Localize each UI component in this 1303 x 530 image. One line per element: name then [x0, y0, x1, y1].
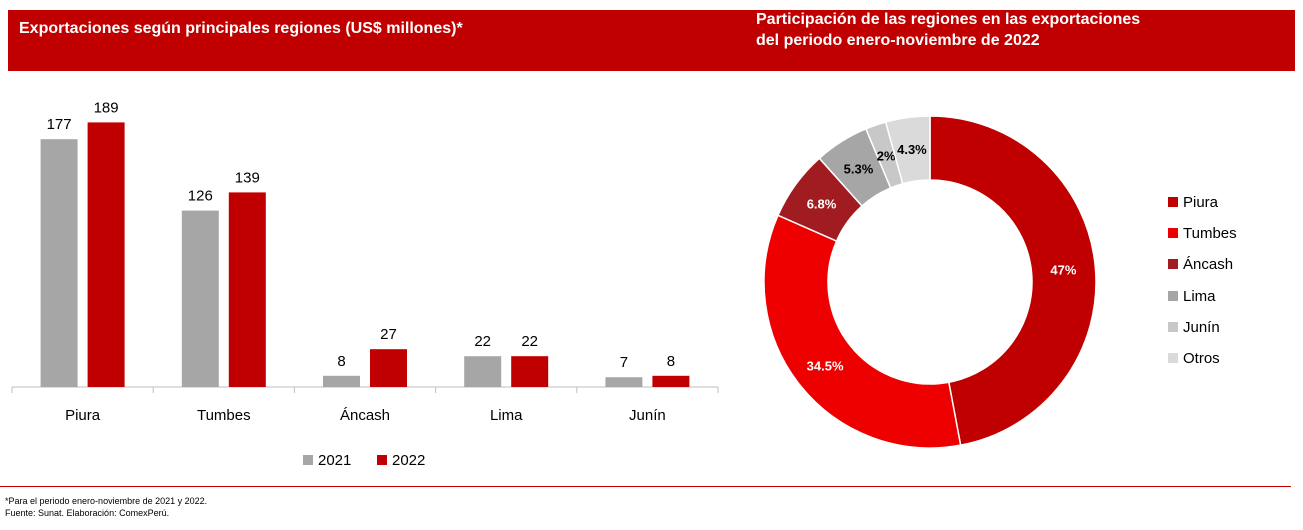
footer-divider	[0, 486, 1291, 487]
bar-lima-2022	[511, 356, 549, 387]
donut-label-junin: 2%	[877, 148, 896, 163]
donut-label-piura: 47%	[1050, 263, 1076, 278]
x-tick-label-ancash: Áncash	[340, 407, 390, 424]
donut-slice-piura	[929, 115, 1097, 447]
donut-chart-title: Participación de las regiones en las exp…	[756, 9, 1256, 51]
donut-legend-item-lima: Lima	[1168, 288, 1216, 305]
data-label-tumbes-2021: 126	[188, 188, 213, 205]
data-label-lima-2022: 22	[521, 333, 538, 350]
donut-label-otros: 4.3%	[897, 142, 927, 157]
donut-legend-label-piura: Piura	[1183, 194, 1219, 211]
donut-legend-item-otros: Otros	[1168, 350, 1220, 367]
x-tick-label-tumbes: Tumbes	[197, 407, 251, 424]
x-tick-label-junin: Junín	[629, 407, 666, 424]
donut-legend-swatch-lima	[1168, 290, 1178, 301]
bar-tumbes-2021	[181, 210, 219, 387]
donut-legend-swatch-otros	[1168, 353, 1178, 363]
bar-piura-2022	[87, 122, 125, 388]
bar-legend-2021: 2021	[303, 452, 351, 469]
donut-chart-title-line1: Participación de las regiones en las exp…	[756, 11, 1141, 28]
bar-ancash-2022	[370, 349, 407, 387]
donut-legend-label-lima: Lima	[1183, 287, 1216, 305]
data-label-piura-2022: 189	[94, 99, 119, 116]
bar-chart: 177 189 Piura 126 139 Tumbes 8 27 Áncash 22 22 Lima…	[11, 99, 719, 424]
donut-legend-label-tumbes: Tumbes	[1183, 225, 1237, 243]
bar-junin-2022	[652, 375, 690, 387]
bar-legend-label-2021: 2021	[318, 452, 352, 469]
donut-slice-otros	[884, 115, 931, 185]
data-label-piura-2021: 177	[47, 116, 72, 133]
donut-legend-swatch-tumbes	[1168, 228, 1178, 239]
donut-slice-tumbes	[763, 214, 962, 449]
donut-legend-item-junin: Junín	[1168, 319, 1220, 336]
data-label-lima-2021: 22	[474, 333, 491, 350]
data-label-tumbes-2022: 139	[235, 169, 260, 186]
donut-legend-label-junin: Junín	[1183, 318, 1220, 336]
bar-legend-label-2022: 2022	[392, 452, 426, 469]
bar-piura-2021	[40, 139, 78, 387]
donut-label-lima: 5.3%	[844, 162, 874, 177]
donut-chart: 47% 34.5% 6.8% 5.3%2% 4.3%	[763, 115, 1097, 449]
footnote-source: Fuente: Sunat. Elaboración: ComexPerú.	[5, 508, 170, 518]
x-tick-label-piura: Piura	[65, 407, 101, 424]
bar-chart-title: Exportaciones según principales regiones…	[19, 20, 463, 37]
donut-legend-item-tumbes: Tumbes	[1168, 225, 1237, 242]
donut-legend-swatch-junin	[1168, 321, 1178, 332]
data-label-junin-2022: 8	[667, 353, 675, 370]
footnote-period: *Para el periodo enero-noviembre de 2021…	[5, 496, 208, 506]
donut-legend-label-ancash: Áncash	[1183, 256, 1234, 274]
donut-legend-label-otros: Otros	[1183, 350, 1220, 367]
bar-ancash-2021	[323, 375, 360, 387]
donut-legend-swatch-ancash	[1168, 259, 1178, 270]
donut-legend-swatch-piura	[1168, 197, 1178, 207]
bar-legend-swatch-2022	[377, 455, 387, 465]
donut-label-ancash: 6.8%	[807, 196, 837, 211]
bar-legend-2022: 2022	[377, 452, 425, 469]
bar-lima-2021	[464, 356, 502, 387]
bar-junin-2021	[605, 377, 643, 387]
bar-legend-swatch-2021	[303, 455, 313, 465]
donut-label-tumbes: 34.5%	[807, 358, 844, 373]
data-label-ancash-2022: 27	[380, 326, 397, 343]
data-label-ancash-2021: 8	[337, 353, 345, 370]
donut-chart-title-line2: del periodo enero-noviembre de 2022	[756, 32, 1040, 49]
donut-legend-item-ancash: Áncash	[1168, 256, 1233, 273]
x-tick-label-lima: Lima	[490, 407, 523, 424]
header-banner	[8, 10, 1295, 71]
donut-legend-item-piura: Piura	[1168, 194, 1218, 211]
bar-tumbes-2022	[228, 192, 266, 387]
data-label-junin-2021: 7	[620, 354, 628, 371]
